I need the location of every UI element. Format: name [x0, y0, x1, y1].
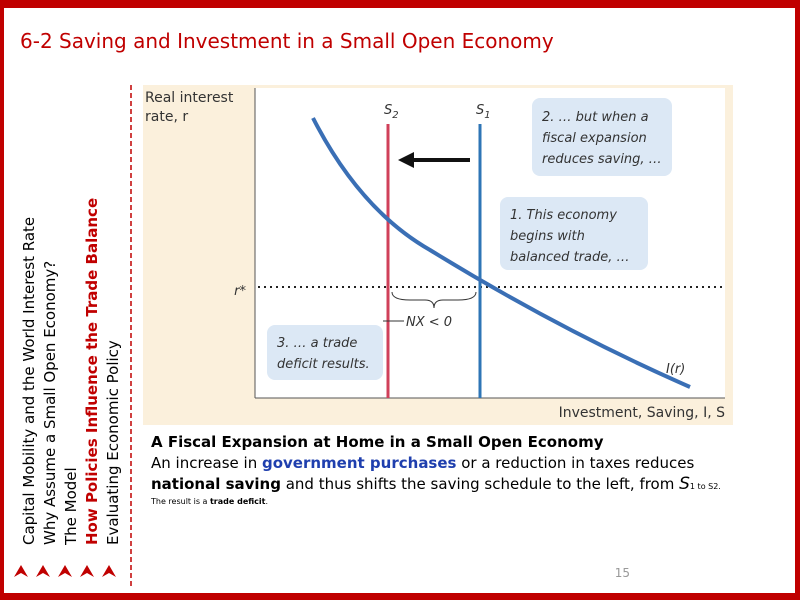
callout-box — [267, 325, 383, 380]
callout-text: 2. … but when a — [542, 110, 649, 125]
callout-text: reduces saving, … — [542, 152, 662, 167]
sidebar-item[interactable]: The Model — [62, 467, 80, 546]
caption-body: An increase in government purchases or a… — [151, 453, 731, 497]
top-bar — [0, 0, 800, 8]
curve-label: I(r) — [666, 362, 685, 377]
bottom-bar — [0, 593, 800, 600]
text: . — [265, 497, 269, 506]
text: 1 to S2. — [689, 482, 721, 491]
shift-arrow-head — [398, 152, 414, 168]
symbol: S — [679, 474, 690, 494]
investment-curve — [311, 117, 691, 389]
callout-text: 1. This economy — [510, 208, 617, 223]
text: and thus shifts the saving schedule to t… — [280, 475, 680, 493]
caption-title: A Fiscal Expansion at Home in a Small Op… — [151, 433, 604, 451]
text: An increase in — [151, 454, 262, 472]
sidebar-item-active[interactable]: How Policies Influence the Trade Balance — [83, 198, 101, 545]
text: or a reduction in taxes reduces — [456, 454, 695, 472]
caption: A Fiscal Expansion at Home in a Small Op… — [151, 432, 731, 507]
right-border — [795, 0, 800, 600]
s1-label: S1 — [476, 103, 491, 121]
slide-title: 6-2 Saving and Investment in a Small Ope… — [20, 29, 554, 53]
sidebar-item[interactable]: Capital Mobility and the World Interest … — [20, 217, 38, 545]
callout-box — [532, 98, 672, 176]
callout-box — [500, 197, 648, 270]
emphasis: national saving — [151, 475, 281, 493]
emphasis: government purchases — [261, 454, 457, 472]
sidebar-item[interactable]: Evaluating Economic Policy — [104, 340, 122, 545]
text: The result is a — [151, 497, 210, 506]
sidebar-item[interactable]: Why Assume a Small Open Economy? — [41, 261, 59, 545]
callout-text: 3. … a trade — [277, 336, 357, 351]
callout-text: deficit results. — [277, 357, 370, 372]
x-axis-label: Investment, Saving, I, S — [559, 405, 726, 421]
r-star-label: r* — [234, 284, 246, 299]
s2-label: S2 — [384, 103, 399, 121]
y-axis-label: rate, r — [145, 109, 188, 125]
y-axis-label: Real interest — [145, 90, 234, 106]
brace — [391, 291, 477, 309]
callouts: 2. … but when a fiscal expansion reduces… — [267, 98, 672, 380]
callout-text: begins with — [510, 229, 585, 244]
nav-icons — [14, 565, 116, 577]
callout-text: balanced trade, … — [510, 250, 630, 265]
nx-label: NX < 0 — [406, 315, 452, 330]
callout-text: fiscal expansion — [542, 131, 647, 146]
emphasis: trade deficit — [209, 497, 266, 506]
caption-note: The result is a trade deficit. — [151, 497, 731, 507]
page-number: 15 — [615, 566, 630, 580]
left-border — [0, 0, 4, 600]
